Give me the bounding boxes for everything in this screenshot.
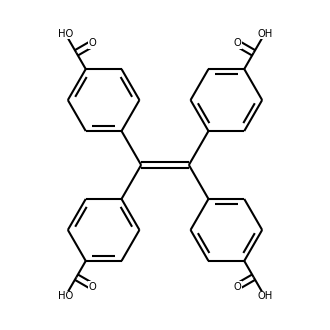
Text: O: O: [234, 281, 241, 291]
Text: O: O: [89, 39, 96, 49]
Text: O: O: [89, 281, 96, 291]
Text: OH: OH: [257, 29, 272, 39]
Text: HO: HO: [58, 291, 73, 301]
Text: O: O: [234, 39, 241, 49]
Text: HO: HO: [58, 29, 73, 39]
Text: OH: OH: [257, 291, 272, 301]
